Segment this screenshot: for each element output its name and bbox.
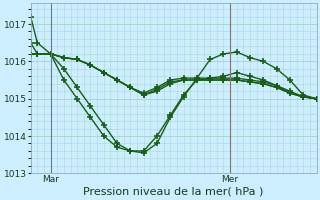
X-axis label: Pression niveau de la mer( hPa ): Pression niveau de la mer( hPa ) [84,187,264,197]
